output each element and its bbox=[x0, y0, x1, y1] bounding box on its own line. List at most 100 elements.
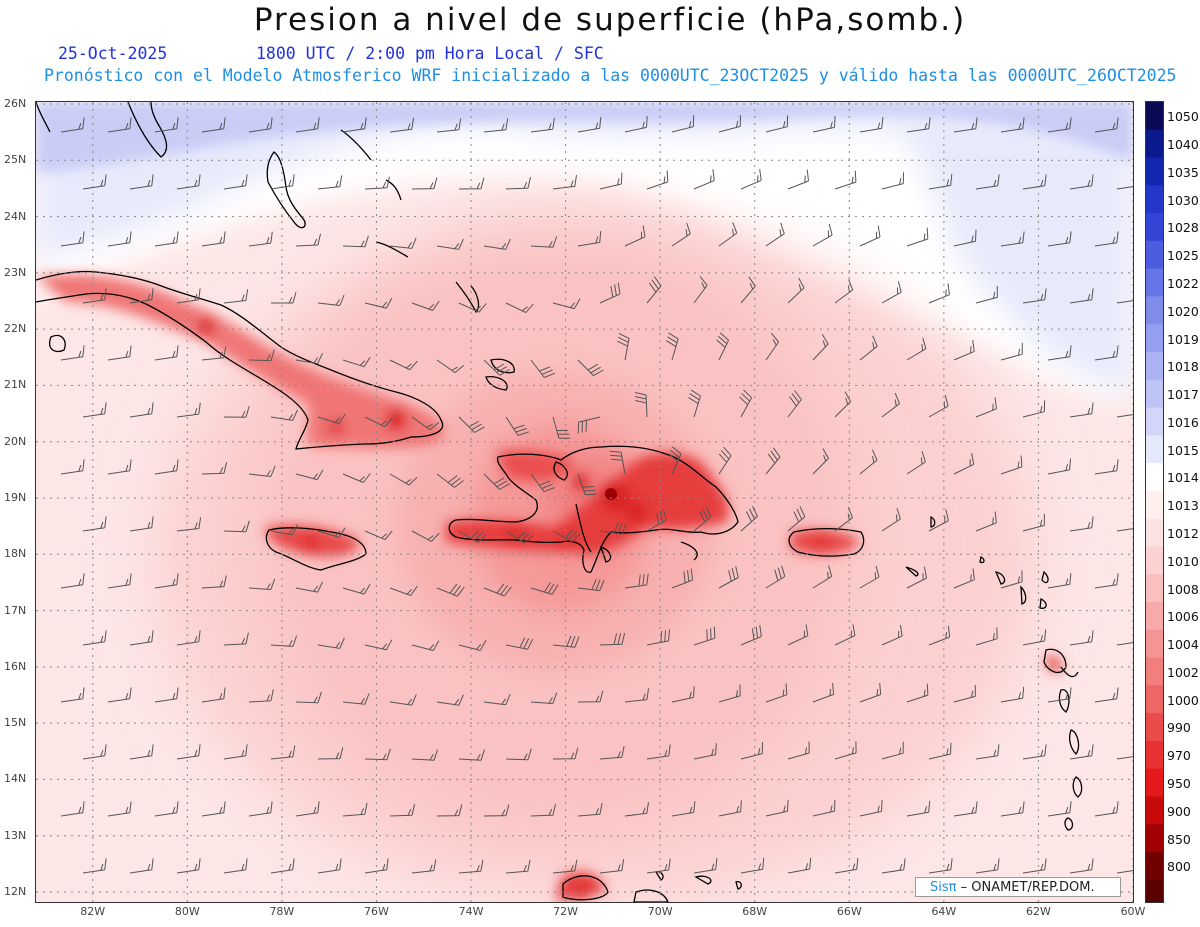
wind-barb bbox=[411, 416, 440, 431]
wind-barb bbox=[928, 394, 949, 418]
lat-tick-label: 23N bbox=[4, 265, 27, 279]
wind-barb bbox=[765, 115, 789, 133]
wind-barb bbox=[1047, 687, 1072, 703]
wind-barb bbox=[1069, 630, 1094, 646]
colorbar-level-label: 1022 bbox=[1167, 275, 1199, 291]
forecast-time: 1800 UTC / 2:00 pm Hora Local / SFC bbox=[256, 44, 604, 63]
wind-barb bbox=[881, 741, 904, 760]
wind-barb bbox=[671, 801, 696, 817]
wind-barb bbox=[953, 117, 978, 133]
wind-barb bbox=[718, 684, 741, 703]
colorbar-level-label: 1018 bbox=[1167, 359, 1199, 375]
colorbar-level-label: 1030 bbox=[1167, 192, 1199, 208]
wind-barb bbox=[505, 859, 531, 874]
colorbar-level-label: 1010 bbox=[1167, 553, 1199, 569]
wind-barb bbox=[740, 857, 765, 874]
colorbar-swatch bbox=[1146, 352, 1163, 381]
forecast-date: 25-Oct-2025 bbox=[58, 44, 168, 63]
wind-barb bbox=[436, 118, 462, 133]
onamet-credit: – ONAMET/REP.DOM. bbox=[956, 880, 1095, 895]
wind-barb bbox=[1047, 231, 1072, 247]
wind-barb bbox=[1022, 174, 1047, 190]
wind-barb bbox=[624, 802, 649, 817]
wind-barb bbox=[1116, 528, 1133, 532]
wind-barb bbox=[1116, 414, 1133, 418]
wind-barb bbox=[82, 402, 107, 418]
wind-barb bbox=[458, 530, 487, 543]
wind-barb bbox=[693, 169, 715, 190]
wind-barb bbox=[1000, 455, 1023, 475]
wind-barb bbox=[389, 803, 416, 817]
map-title: Presion a nivel de superficie (hPa,somb.… bbox=[253, 2, 967, 38]
wind-barb bbox=[270, 635, 298, 647]
wind-barb bbox=[928, 742, 952, 760]
wind-barb bbox=[411, 530, 440, 542]
wind-barb bbox=[552, 298, 581, 310]
wind-barb bbox=[1069, 288, 1094, 304]
colorbar-level-label: 1050 bbox=[1167, 109, 1199, 125]
wind-barb bbox=[129, 858, 154, 874]
wind-barb bbox=[552, 529, 581, 543]
wind-barb bbox=[812, 565, 833, 589]
wind-barb bbox=[107, 345, 132, 361]
wind-barb bbox=[928, 173, 953, 190]
wind-barb bbox=[223, 858, 248, 874]
wind-barb bbox=[599, 172, 623, 190]
wind-barb bbox=[176, 288, 201, 304]
wind-barb bbox=[975, 858, 1000, 874]
wind-barb bbox=[295, 801, 320, 817]
wind-barb bbox=[505, 530, 534, 544]
wind-barb bbox=[671, 568, 693, 589]
colorbar-swatch bbox=[1146, 602, 1163, 631]
colorbar-swatch bbox=[1146, 657, 1163, 686]
wind-barb bbox=[342, 473, 371, 483]
wind-barb bbox=[364, 530, 393, 541]
wind-barb bbox=[530, 692, 558, 704]
wind-barb bbox=[295, 691, 322, 704]
wind-barb bbox=[411, 859, 437, 874]
wind-barb bbox=[458, 859, 484, 874]
colorbar-level-label: 1013 bbox=[1167, 498, 1199, 514]
wind-barb bbox=[176, 858, 201, 874]
wind-barb bbox=[1069, 516, 1094, 532]
wind-barb bbox=[599, 859, 625, 874]
wind-barb bbox=[975, 174, 1000, 190]
wind-barb bbox=[317, 747, 344, 760]
wind-barb bbox=[154, 801, 179, 817]
wind-barb bbox=[765, 222, 785, 247]
wind-barb bbox=[740, 169, 762, 190]
wind-barb bbox=[154, 687, 179, 703]
wind-barb bbox=[223, 289, 249, 304]
wind-barb bbox=[812, 682, 835, 703]
wind-barb bbox=[176, 517, 202, 532]
wind-barb bbox=[107, 117, 132, 133]
wind-barb bbox=[436, 238, 464, 250]
wind-barb bbox=[530, 359, 556, 378]
wind-barb bbox=[953, 340, 975, 361]
wind-barb bbox=[201, 462, 228, 475]
wind-barb bbox=[787, 390, 802, 418]
wind-barb bbox=[765, 799, 789, 817]
wind-barb bbox=[364, 639, 393, 651]
wind-barb bbox=[82, 516, 107, 532]
wind-barb bbox=[530, 236, 558, 248]
wind-barb bbox=[270, 409, 298, 421]
wind-barb bbox=[975, 397, 997, 418]
lat-tick-label: 18N bbox=[4, 547, 27, 561]
wind-barb bbox=[270, 858, 295, 874]
wind-barb bbox=[295, 117, 320, 133]
wind-barb bbox=[530, 582, 559, 595]
wind-barb bbox=[552, 175, 577, 190]
wind-barb bbox=[881, 507, 901, 532]
wind-barb bbox=[248, 578, 276, 590]
wind-barb bbox=[624, 225, 646, 247]
wind-barb bbox=[364, 748, 391, 761]
wind-barb bbox=[483, 583, 512, 597]
wind-barb bbox=[665, 332, 679, 361]
wind-barb bbox=[646, 509, 667, 532]
map-canvas bbox=[36, 102, 1133, 902]
wind-barb bbox=[317, 637, 345, 649]
lon-tick-label: 62W bbox=[1025, 905, 1051, 918]
wind-barb bbox=[671, 222, 691, 247]
lat-tick-label: 21N bbox=[4, 378, 27, 392]
